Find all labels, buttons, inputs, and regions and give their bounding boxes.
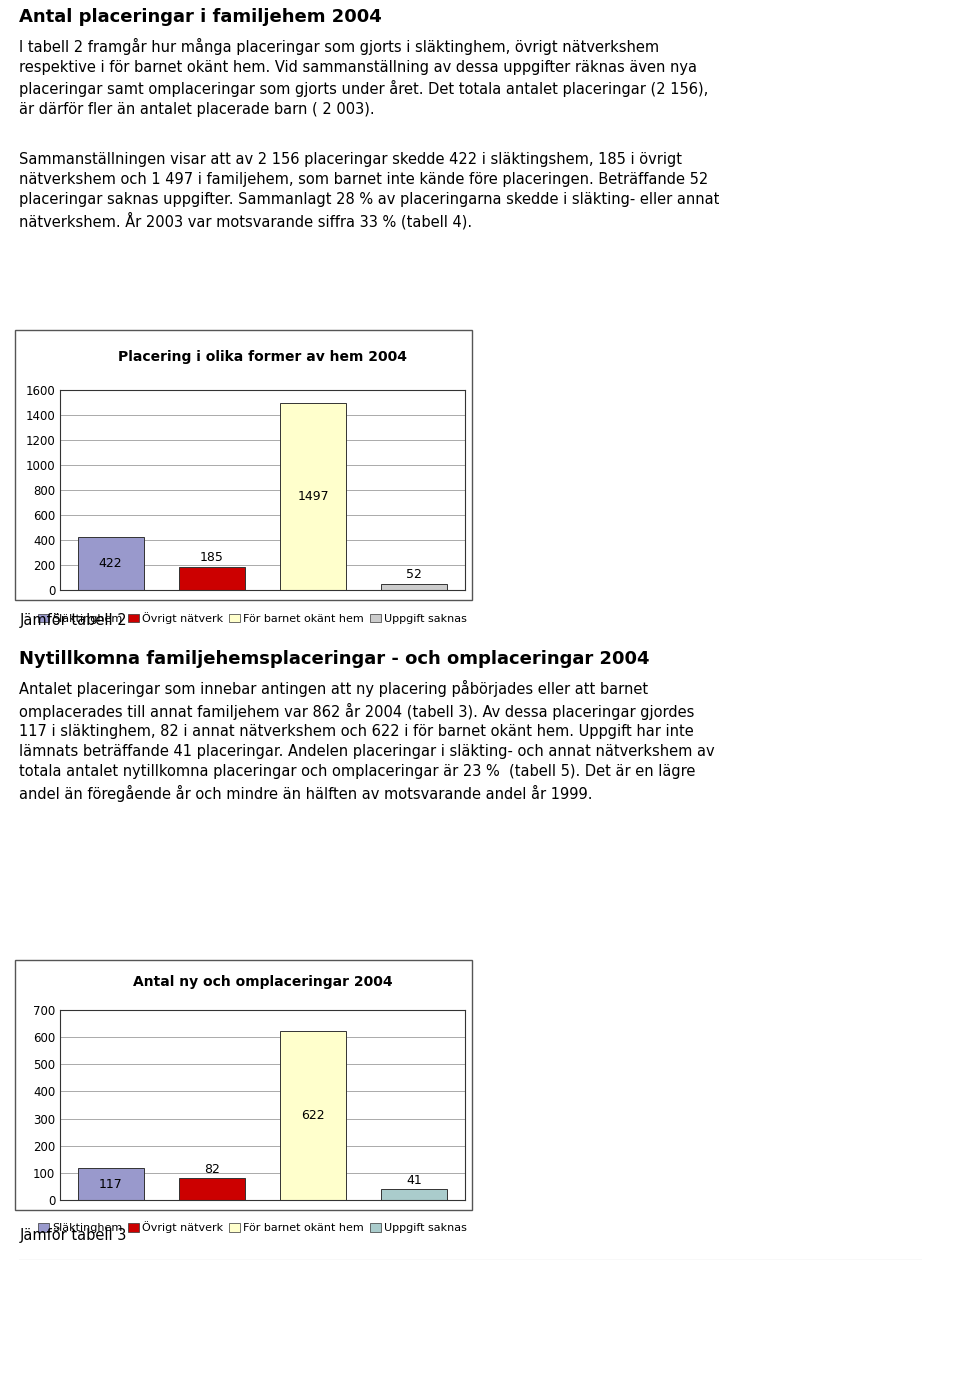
Bar — [78, 1168, 144, 1200]
Text: 82: 82 — [204, 1162, 220, 1175]
Text: 41: 41 — [406, 1174, 422, 1187]
Text: Antal placeringar i familjehem 2004: Antal placeringar i familjehem 2004 — [19, 8, 382, 26]
Text: Antalet placeringar som innebar antingen att ny placering påbörjades eller att b: Antalet placeringar som innebar antingen… — [19, 680, 715, 801]
Bar — [78, 538, 144, 590]
Text: Sammanställningen visar att av 2 156 placeringar skedde 422 i släktingshem, 185 : Sammanställningen visar att av 2 156 pla… — [19, 152, 720, 230]
Bar — [179, 1178, 245, 1200]
Text: 117: 117 — [99, 1178, 123, 1190]
Bar — [280, 1031, 346, 1200]
Bar — [381, 1189, 447, 1200]
Text: Nytillkomna familjehemsplaceringar - och omplaceringar 2004: Nytillkomna familjehemsplaceringar - och… — [19, 650, 650, 667]
Text: Jämför tabell 3: Jämför tabell 3 — [19, 1229, 127, 1242]
Text: Placering i olika former av hem 2004: Placering i olika former av hem 2004 — [118, 350, 407, 364]
Bar — [179, 567, 245, 590]
Text: 52: 52 — [406, 568, 422, 581]
Text: 1497: 1497 — [298, 490, 329, 503]
Bar — [381, 583, 447, 590]
Legend: Släktinghem, Övrigt nätverk, För barnet okänt hem, Uppgift saknas: Släktinghem, Övrigt nätverk, För barnet … — [34, 608, 471, 629]
Bar — [280, 403, 346, 590]
Legend: Släktinghem, Övrigt nätverk, För barnet okänt hem, Uppgift saknas: Släktinghem, Övrigt nätverk, För barnet … — [34, 1216, 471, 1238]
Text: 622: 622 — [301, 1109, 324, 1123]
Text: Antal ny och omplaceringar 2004: Antal ny och omplaceringar 2004 — [132, 975, 393, 989]
Text: 185: 185 — [200, 552, 224, 564]
Text: Jämför tabell 2: Jämför tabell 2 — [19, 614, 127, 627]
Text: I tabell 2 framgår hur många placeringar som gjorts i släktinghem, övrigt nätver: I tabell 2 framgår hur många placeringar… — [19, 39, 708, 117]
Text: 422: 422 — [99, 557, 123, 570]
